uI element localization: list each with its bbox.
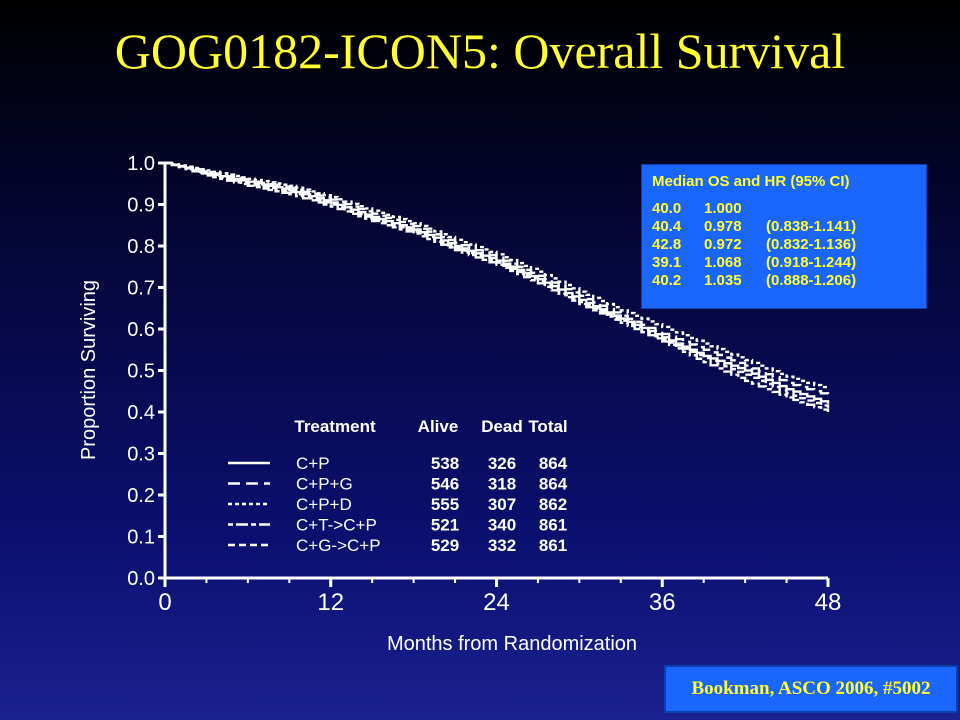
legend-alive: 546 (431, 475, 459, 494)
ci-value: (0.918-1.244) (766, 254, 857, 271)
y-tick-label: 0.7 (127, 278, 155, 300)
legend-label: C+P+D (296, 495, 352, 514)
legend-dead: 318 (488, 475, 516, 494)
x-tick-label: 36 (649, 589, 676, 616)
y-tick-label: 0.9 (127, 195, 155, 217)
survival-curves (165, 161, 830, 412)
x-tick-label: 24 (483, 589, 510, 616)
y-tick-label: 0.2 (127, 485, 155, 507)
legend-label: C+G->C+P (296, 536, 381, 555)
legend-alive: 521 (431, 516, 459, 535)
median-value: 40.4 (652, 218, 682, 235)
legend: Treatment Alive Dead Total C+P 538 326 864 C+P+G… (228, 417, 568, 555)
legend-label: C+P+G (296, 475, 353, 494)
hr-box-header: Median OS and HR (95% CI) (652, 173, 850, 190)
hr-row: 42.8 0.972 (0.832-1.136) (652, 236, 916, 254)
y-tick-label: 0.1 (127, 527, 155, 549)
median-value: 39.1 (652, 254, 682, 271)
hr-value: 1.000 (704, 200, 742, 217)
hr-value: 1.035 (704, 272, 742, 289)
hr-row: 40.0 1.000 (652, 200, 916, 218)
legend-total: 864 (539, 454, 568, 473)
legend-dead: 307 (488, 495, 516, 514)
survival-curve-2 (165, 161, 830, 396)
legend-header: Dead (481, 417, 523, 436)
x-tick-label: 12 (317, 589, 344, 616)
median-os-hr-box: Median OS and HR (95% CI) 40.0 1.000 40.… (641, 164, 927, 309)
hr-row: 40.2 1.035 (0.888-1.206) (652, 272, 916, 290)
citation-box: Bookman, ASCO 2006, #5002 (664, 665, 958, 713)
ci-value: (0.838-1.141) (766, 218, 857, 235)
y-tick-label: 0.3 (127, 444, 155, 466)
x-axis-label: Months from Randomization (387, 633, 637, 655)
y-tick-label: 0.8 (127, 236, 155, 258)
legend-label: C+P (296, 454, 330, 473)
axes: 0.0 0.1 0.2 0.3 0.4 0.5 0.6 0.7 0.8 0.9 1.0 0 12 24 36… (127, 153, 841, 616)
legend-label: C+T->C+P (296, 516, 377, 535)
legend-total: 861 (539, 536, 567, 555)
chart-title: GOG0182-ICON5: Overall Survival (114, 23, 846, 79)
median-value: 40.2 (652, 272, 682, 289)
survival-curve-4 (165, 161, 830, 412)
y-tick-label: 0.6 (127, 319, 155, 341)
legend-dead: 326 (488, 454, 516, 473)
hr-row: 39.1 1.068 (0.918-1.244) (652, 254, 916, 272)
ci-value: (0.832-1.136) (766, 236, 857, 253)
survival-curve-5 (165, 161, 830, 408)
legend-total: 864 (539, 475, 568, 494)
median-value: 40.0 (652, 200, 682, 217)
x-tick-label: 0 (158, 589, 171, 616)
median-value: 42.8 (652, 236, 682, 253)
legend-header: Treatment (294, 417, 376, 436)
y-axis-label: Proportion Surviving (78, 280, 100, 460)
legend-dead: 332 (488, 536, 516, 555)
hr-value: 1.068 (704, 254, 742, 271)
survival-curve-3 (165, 161, 830, 390)
hr-value: 0.978 (704, 218, 742, 235)
legend-dead: 340 (488, 516, 516, 535)
x-tick-label: 48 (815, 589, 842, 616)
legend-total: 861 (539, 516, 567, 535)
y-tick-label: 0.0 (127, 568, 155, 590)
y-tick-label: 1.0 (127, 153, 155, 175)
legend-alive: 555 (431, 495, 459, 514)
legend-alive: 529 (431, 536, 459, 555)
legend-alive: 538 (431, 454, 459, 473)
hr-value: 0.972 (704, 236, 742, 253)
legend-header: Alive (418, 417, 459, 436)
y-tick-label: 0.4 (127, 402, 155, 424)
legend-header: Total (528, 417, 567, 436)
legend-total: 862 (539, 495, 567, 514)
hr-row: 40.4 0.978 (0.838-1.141) (652, 218, 916, 236)
y-tick-label: 0.5 (127, 361, 155, 383)
ci-value: (0.888-1.206) (766, 272, 857, 289)
